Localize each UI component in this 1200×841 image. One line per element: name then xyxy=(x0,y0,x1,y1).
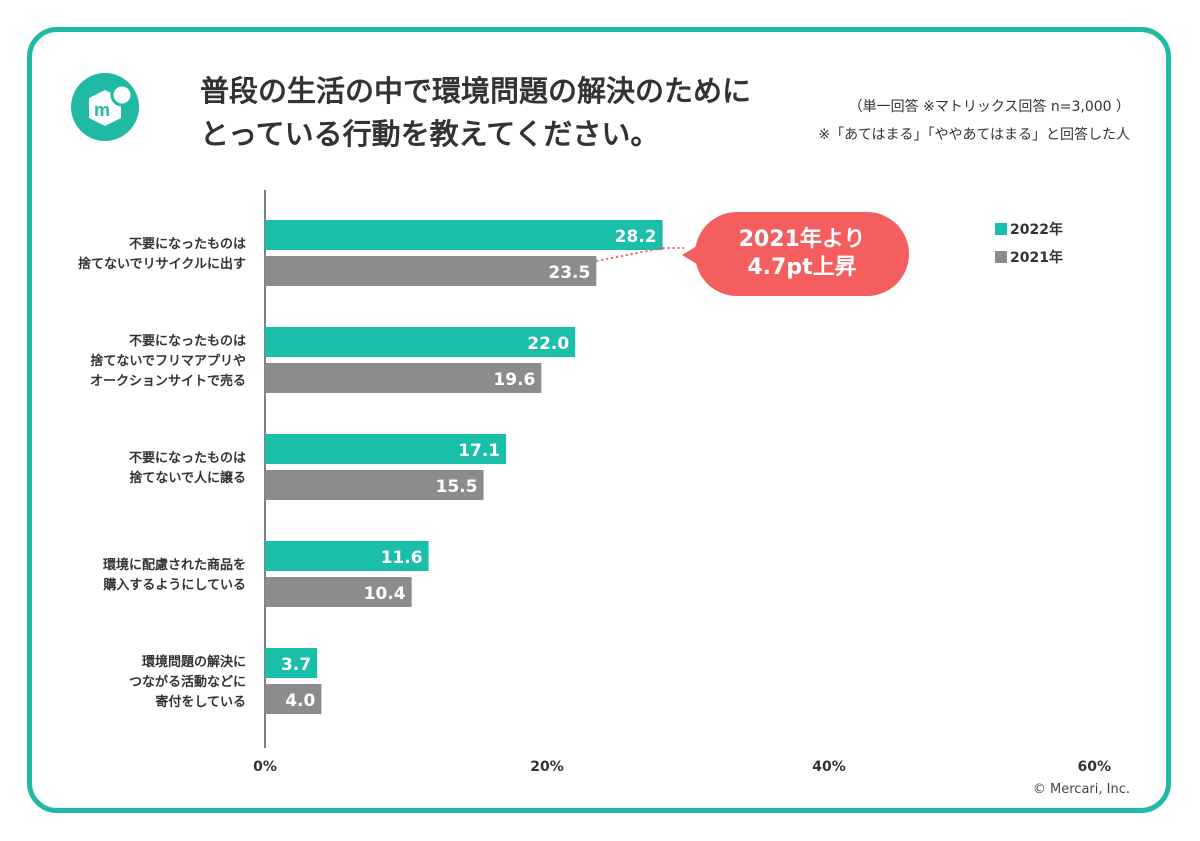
category-label: 捨てないでフリマアプリや xyxy=(90,353,246,369)
answer-note: ※「あてはまる」「ややあてはまる」と回答した人 xyxy=(818,127,1130,143)
bar-value-label: 17.1 xyxy=(458,441,500,461)
bar-value-label: 22.0 xyxy=(527,334,569,354)
callout-line-2: 4.7pt上昇 xyxy=(747,255,857,280)
callout-line-1: 2021年より xyxy=(738,227,866,252)
bar-value-label: 4.0 xyxy=(285,691,315,711)
callout-tail xyxy=(682,246,697,264)
title-line-2: とっている行動を教えてください。 xyxy=(200,117,660,151)
legend-label-2022: 2022年 xyxy=(1010,222,1063,238)
chart-frame xyxy=(27,27,1171,813)
x-tick-label: 0% xyxy=(253,759,277,775)
bar-2022 xyxy=(265,327,576,357)
title-line-1: 普段の生活の中で環境問題の解決のために xyxy=(200,74,752,108)
legend-label-2021: 2021年 xyxy=(1010,250,1063,266)
x-tick-label: 40% xyxy=(812,759,846,775)
bar-value-label: 23.5 xyxy=(548,263,590,283)
bar-value-label: 11.6 xyxy=(381,548,423,568)
bar-2022 xyxy=(265,434,507,464)
legend-swatch-2022 xyxy=(995,223,1007,235)
legend-item-2021: 2021年 xyxy=(995,247,1063,267)
chart-title: 普段の生活の中で環境問題の解決のために とっている行動を教えてください。 xyxy=(200,70,800,156)
mercari-logo-icon: m xyxy=(71,73,139,141)
category-label: 不要になったものは xyxy=(129,451,246,466)
bar-2021 xyxy=(265,256,597,286)
category-label: 捨てないで人に譲る xyxy=(129,470,246,486)
legend-item-2022: 2022年 xyxy=(995,219,1063,239)
bar-value-label: 10.4 xyxy=(364,584,406,604)
category-label: オークションサイトで売る xyxy=(90,373,246,389)
bar-2022 xyxy=(265,541,429,571)
bar-2022 xyxy=(265,648,318,678)
category-label: つながる活動などに xyxy=(129,674,246,690)
bar-value-label: 28.2 xyxy=(615,227,657,247)
legend-swatch-2021 xyxy=(995,251,1007,263)
category-label: 環境問題の解決に xyxy=(142,654,246,670)
sample-note: （単一回答 ※マトリックス回答 n=3,000 ） xyxy=(848,99,1130,115)
bar-value-label: 3.7 xyxy=(281,655,311,675)
x-tick-label: 60% xyxy=(1077,759,1111,775)
bar-2021 xyxy=(265,577,412,607)
bar-2021 xyxy=(265,684,322,714)
copyright: © Mercari, Inc. xyxy=(1032,782,1130,797)
bar-2021 xyxy=(265,363,542,393)
bar-value-label: 19.6 xyxy=(493,370,535,390)
category-label: 不要になったものは xyxy=(129,334,246,349)
category-label: 捨てないでリサイクルに出す xyxy=(78,256,246,272)
logo-letter: m xyxy=(94,100,110,120)
bar-2022 xyxy=(265,220,663,250)
x-tick-label: 20% xyxy=(530,759,564,775)
category-label: 環境に配慮された商品を xyxy=(103,557,246,573)
callout-connector-line xyxy=(596,247,663,262)
increase-callout: 2021年より 4.7pt上昇 xyxy=(695,212,909,296)
bar-value-label: 15.5 xyxy=(436,477,478,497)
bar-2021 xyxy=(265,470,484,500)
category-label: 購入するようにしている xyxy=(102,577,246,593)
category-label: 寄付をしている xyxy=(155,694,246,710)
category-label: 不要になったものは xyxy=(129,237,246,252)
